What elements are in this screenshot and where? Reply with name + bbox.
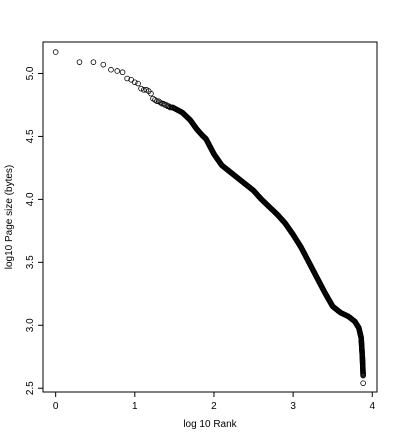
y-tick-label: 5.0 [25, 66, 36, 80]
data-point [114, 68, 121, 74]
data-point [157, 99, 164, 106]
data-point [128, 76, 134, 83]
x-axis: 0 1 2 3 4 [53, 392, 375, 412]
y-tick-label: 3.0 [25, 318, 36, 332]
data-point [108, 66, 114, 73]
y-tick-label: 4.0 [25, 192, 36, 206]
data-point [138, 85, 144, 92]
curve-point [360, 372, 366, 379]
data-point [124, 75, 130, 82]
data-point [52, 49, 59, 55]
y-axis: 2.5 3.0 3.5 4.0 4.5 5.0 [25, 66, 43, 395]
data-point [90, 59, 97, 65]
data-point [141, 87, 147, 93]
x-tick-label: 2 [211, 401, 217, 412]
y-tick-label: 2.5 [25, 381, 36, 395]
data-point [154, 98, 160, 104]
data-point [163, 102, 170, 108]
y-tick-label: 4.5 [25, 129, 36, 143]
data-point [148, 90, 154, 97]
x-tick-label: 4 [369, 401, 375, 412]
data-point [135, 80, 141, 87]
y-tick-label: 3.5 [25, 255, 36, 269]
data-point [100, 61, 107, 68]
data-point [160, 100, 167, 107]
x-axis-label: log 10 Rank [183, 419, 237, 430]
data-point [119, 69, 126, 76]
x-tick-label: 3 [290, 401, 296, 412]
plot-frame [42, 41, 378, 393]
x-tick-label: 0 [53, 401, 59, 412]
y-axis-label: log10 Page size (bytes) [4, 165, 15, 270]
x-tick-label: 1 [132, 401, 138, 412]
data-points [52, 49, 366, 386]
data-point [360, 380, 366, 386]
data-point [132, 79, 138, 86]
data-point [76, 59, 83, 65]
